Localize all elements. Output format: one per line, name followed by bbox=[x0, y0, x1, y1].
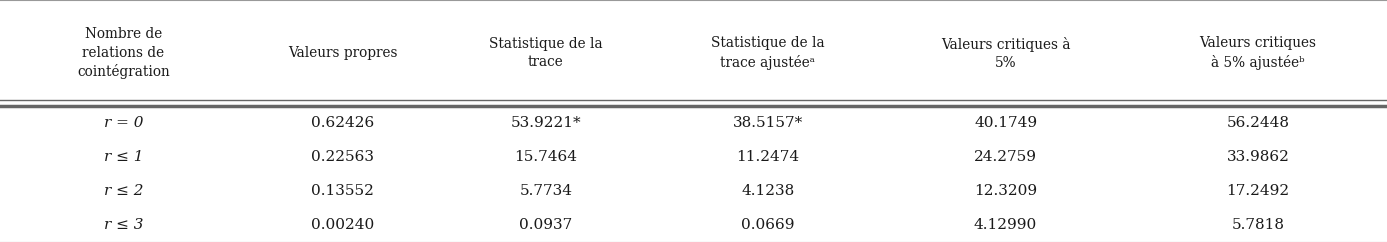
Text: 4.1238: 4.1238 bbox=[741, 184, 795, 198]
Text: 5.7734: 5.7734 bbox=[519, 184, 573, 198]
Text: r ≤ 3: r ≤ 3 bbox=[104, 218, 143, 232]
Text: Statistique de la
trace: Statistique de la trace bbox=[490, 37, 602, 69]
Text: 33.9862: 33.9862 bbox=[1226, 150, 1290, 164]
Text: 56.2448: 56.2448 bbox=[1226, 116, 1290, 130]
Text: 24.2759: 24.2759 bbox=[974, 150, 1037, 164]
Text: 0.00240: 0.00240 bbox=[311, 218, 374, 232]
Text: Valeurs critiques
à 5% ajustéeᵇ: Valeurs critiques à 5% ajustéeᵇ bbox=[1200, 36, 1316, 70]
Text: 17.2492: 17.2492 bbox=[1226, 184, 1290, 198]
Text: r ≤ 2: r ≤ 2 bbox=[104, 184, 143, 198]
Text: r = 0: r = 0 bbox=[104, 116, 143, 130]
Text: r ≤ 1: r ≤ 1 bbox=[104, 150, 143, 164]
Text: 38.5157*: 38.5157* bbox=[732, 116, 803, 130]
Text: Valeurs propres: Valeurs propres bbox=[288, 46, 397, 60]
Text: 0.22563: 0.22563 bbox=[311, 150, 374, 164]
Text: Valeurs critiques à
5%: Valeurs critiques à 5% bbox=[940, 37, 1071, 70]
Text: 0.0937: 0.0937 bbox=[519, 218, 573, 232]
Text: Statistique de la
trace ajustéeᵃ: Statistique de la trace ajustéeᵃ bbox=[712, 36, 824, 70]
Text: 0.13552: 0.13552 bbox=[311, 184, 374, 198]
Text: 40.1749: 40.1749 bbox=[974, 116, 1037, 130]
Text: 53.9221*: 53.9221* bbox=[510, 116, 581, 130]
Text: 12.3209: 12.3209 bbox=[974, 184, 1037, 198]
Text: Nombre de
relations de
cointégration: Nombre de relations de cointégration bbox=[78, 27, 169, 79]
Text: 0.0669: 0.0669 bbox=[741, 218, 795, 232]
Text: 15.7464: 15.7464 bbox=[515, 150, 577, 164]
Text: 0.62426: 0.62426 bbox=[311, 116, 374, 130]
Text: 5.7818: 5.7818 bbox=[1232, 218, 1284, 232]
Text: 4.12990: 4.12990 bbox=[974, 218, 1037, 232]
Text: 11.2474: 11.2474 bbox=[736, 150, 799, 164]
